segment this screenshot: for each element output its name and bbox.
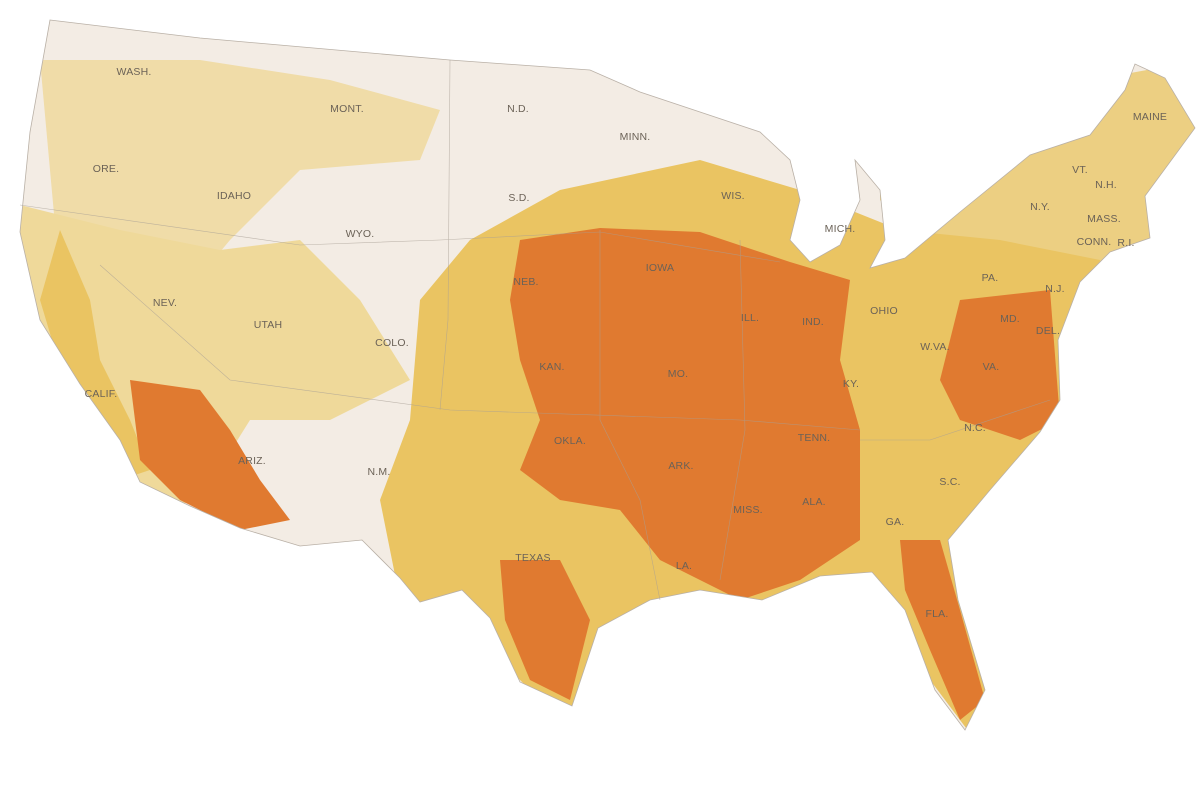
region-high xyxy=(510,228,860,600)
state-label: WASH. xyxy=(116,66,151,78)
region-high xyxy=(130,380,290,530)
border xyxy=(439,59,451,411)
border xyxy=(860,399,1051,441)
border xyxy=(719,239,746,581)
state-label: MAINE xyxy=(1133,111,1167,123)
state-label: MISS. xyxy=(733,504,763,516)
state-label: ILL. xyxy=(741,312,759,324)
state-label: W.VA. xyxy=(920,341,949,353)
region-high xyxy=(940,290,1060,440)
state-label: N.M. xyxy=(368,466,391,478)
state-label: MASS. xyxy=(1087,213,1121,225)
state-label: MONT. xyxy=(330,103,364,115)
state-label: ALA. xyxy=(802,496,826,508)
state-label: PA. xyxy=(982,272,999,284)
state-label: NEB. xyxy=(513,276,538,288)
state-label: WIS. xyxy=(721,190,745,202)
state-label: ARIZ. xyxy=(238,455,266,467)
outline xyxy=(19,19,1196,731)
state-label: S.D. xyxy=(508,192,529,204)
state-label: N.C. xyxy=(964,422,986,434)
state-label: WYO. xyxy=(346,228,375,240)
state-label: S.C. xyxy=(939,476,960,488)
state-label: N.H. xyxy=(1095,179,1117,191)
state-label: OKLA. xyxy=(554,435,586,447)
state-label: COLO. xyxy=(375,337,409,349)
state-label: CALIF. xyxy=(85,388,118,400)
region-mid xyxy=(40,230,150,480)
state-label: N.D. xyxy=(507,103,529,115)
state-label: UTAH xyxy=(254,319,283,331)
state-label: MINN. xyxy=(620,131,651,143)
state-label: R.I. xyxy=(1117,237,1134,249)
border xyxy=(99,264,861,431)
state-label: NEV. xyxy=(153,297,177,309)
state-label: FLA. xyxy=(926,608,949,620)
region-high xyxy=(500,560,590,700)
state-label: N.J. xyxy=(1045,283,1064,295)
border xyxy=(19,204,781,263)
state-label: TENN. xyxy=(798,432,831,444)
state-label: KAN. xyxy=(539,361,564,373)
state-label: GA. xyxy=(886,516,905,528)
state-borders xyxy=(19,59,1051,601)
border xyxy=(599,230,661,601)
state-label: LA. xyxy=(676,560,692,572)
state-label: KY. xyxy=(843,378,859,390)
region-high xyxy=(900,540,985,720)
state-label: MD. xyxy=(1000,313,1020,325)
state-labels: WASH. MONT. N.D. MINN. MAINE ORE. IDAHO … xyxy=(85,66,1167,620)
state-label: VA. xyxy=(983,361,1000,373)
state-label: IDAHO xyxy=(217,190,251,202)
state-label: MICH. xyxy=(825,223,856,235)
state-label: N.Y. xyxy=(1030,201,1050,213)
state-label: DEL. xyxy=(1036,325,1060,337)
state-label: ARK. xyxy=(668,460,693,472)
state-label: VT. xyxy=(1072,164,1088,176)
state-label: IOWA xyxy=(646,262,674,274)
state-label: IND. xyxy=(802,316,824,328)
state-label: OHIO xyxy=(870,305,898,317)
state-label: CONN. xyxy=(1077,236,1112,248)
state-label: TEXAS xyxy=(515,552,550,564)
state-label: MO. xyxy=(668,368,688,380)
state-label: ORE. xyxy=(93,163,119,175)
